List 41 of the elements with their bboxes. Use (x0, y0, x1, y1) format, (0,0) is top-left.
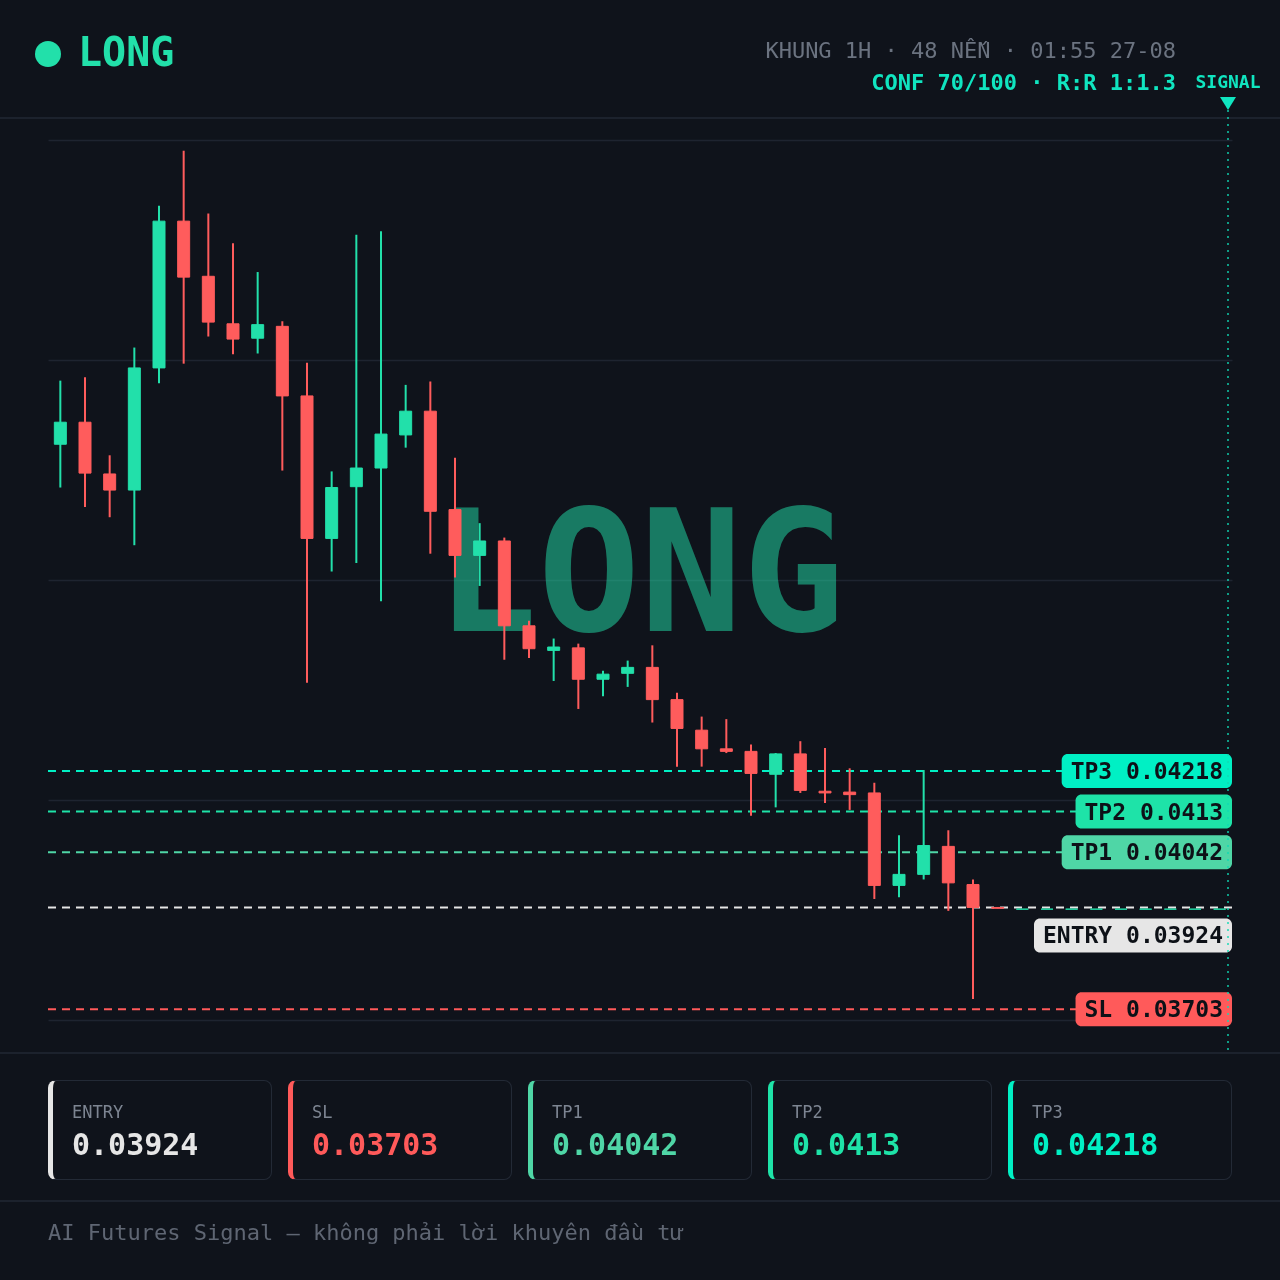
category-label: ENTRY (72, 1101, 124, 1123)
data-label: 0.04218 (1032, 1127, 1159, 1163)
ref-line-label: ENTRY 0.03924 (1042, 922, 1223, 949)
data-label: 0.04042 (552, 1127, 679, 1163)
candlestick (596, 669, 610, 698)
ref-line-label: TP3 0.04218 (1070, 757, 1223, 784)
data-label: 0.03703 (312, 1127, 439, 1163)
chart-title: LONG (78, 28, 175, 76)
candlestick (226, 242, 240, 356)
data-label: 0.0413 (792, 1127, 901, 1163)
category-label: TP3 (1032, 1101, 1063, 1123)
candlestick (843, 767, 857, 811)
ref-line-label: SL 0.03703 (1084, 996, 1223, 1023)
candlestick (744, 743, 758, 817)
ref-line-label: TP2 0.0413 (1084, 798, 1223, 825)
card: TP2 0.0413 (768, 1080, 992, 1180)
candlestick (349, 233, 363, 565)
category-label: TP2 (792, 1101, 823, 1123)
ref-line-label: TP1 0.04042 (1070, 839, 1223, 866)
card: TP1 0.04042 (528, 1080, 752, 1180)
candlestick (374, 230, 388, 603)
candlestick (818, 746, 832, 805)
text: CONF 70/100 · R:R 1:1.3 (871, 69, 1176, 97)
candlestick (251, 271, 265, 355)
candlestick (719, 718, 733, 755)
category-label: TP1 (552, 1101, 583, 1123)
candlestick (53, 379, 67, 489)
candlestick (695, 715, 709, 768)
candlestick (103, 454, 117, 519)
candlestick (892, 834, 906, 899)
chart-subtitle: KHUNG 1H · 48 NẾN · 01:55 27-08 (765, 37, 1176, 65)
text: AI Futures Signal — không phải lời khuyên đầu tư (48, 1219, 684, 1247)
category-label: SL (312, 1101, 333, 1123)
card: ENTRY 0.03924 (48, 1080, 272, 1180)
candlestick (769, 752, 783, 809)
data-label: 0.03924 (72, 1127, 199, 1163)
candlestick (399, 383, 413, 449)
card: SL 0.03703 (288, 1080, 512, 1180)
card: TP3 0.04218 (1008, 1080, 1232, 1180)
candlestick (966, 878, 980, 1001)
text: SIGNAL (1195, 71, 1261, 93)
